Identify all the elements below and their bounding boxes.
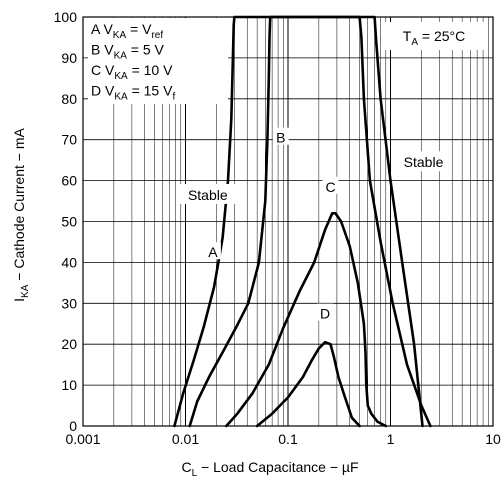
y-tick-label: 70	[61, 132, 77, 148]
series-curves	[173, 15, 432, 428]
series-line-D	[255, 340, 361, 428]
curve-label-D: D	[320, 306, 330, 322]
condition-background	[382, 22, 486, 50]
x-tick-label: 0.1	[278, 431, 298, 447]
condition-label: TA = 25°C	[403, 28, 465, 48]
annotations: Stable Stable A B C D	[179, 127, 452, 322]
y-tick-label: 100	[54, 9, 78, 25]
x-tick-label: 0.01	[172, 431, 199, 447]
curve-label-bg	[204, 242, 221, 260]
x-axis-title: CL − Load Capacitance − µF	[181, 459, 358, 478]
condition-label-group: TA = 25°C	[382, 22, 486, 50]
stable-region-label: Stable	[188, 187, 228, 203]
curve-label-bg	[322, 176, 339, 194]
y-tick-labels: 0 10 20 30 40 50 60 70 80 90 100	[54, 9, 78, 434]
legend-entry-D: D VKA = 15 Vf	[91, 83, 175, 103]
y-tick-label: 50	[61, 214, 77, 230]
legend-entry-B: B VKA = 5 V	[91, 42, 165, 62]
y-axis-title: IKA − Cathode Current − mA	[11, 128, 31, 302]
curve-label-C: C	[325, 179, 335, 195]
curve-label-bg	[317, 303, 334, 321]
y-tick-label: 0	[69, 418, 77, 434]
y-tick-label: 90	[61, 50, 77, 66]
stable-region-label-bg	[395, 151, 452, 172]
x-tick-label: 1	[387, 431, 395, 447]
y-tick-label: 40	[61, 254, 77, 270]
y-tick-label: 30	[61, 295, 77, 311]
series-line-A	[173, 15, 424, 428]
series-line-C	[225, 212, 388, 428]
stable-region-label: Stable	[404, 154, 444, 170]
legend-entry-C: C VKA = 10 V	[91, 62, 173, 82]
x-tick-labels: 0.001 0.01 0.1 1 10	[65, 431, 501, 447]
y-tick-label: 10	[61, 377, 77, 393]
y-tick-label: 60	[61, 173, 77, 189]
curve-label-B: B	[276, 130, 285, 146]
x-tick-label: 0.001	[65, 431, 100, 447]
legend-entry-A: A VKA = Vref	[91, 21, 163, 41]
y-tick-label: 20	[61, 336, 77, 352]
curve-label-bg	[272, 127, 289, 145]
x-tick-label: 10	[485, 431, 501, 447]
series-line-B	[188, 15, 432, 428]
legend-background	[88, 18, 228, 104]
stable-region-label-bg	[179, 183, 236, 204]
y-tick-label: 80	[61, 91, 77, 107]
curve-label-A: A	[208, 244, 218, 260]
